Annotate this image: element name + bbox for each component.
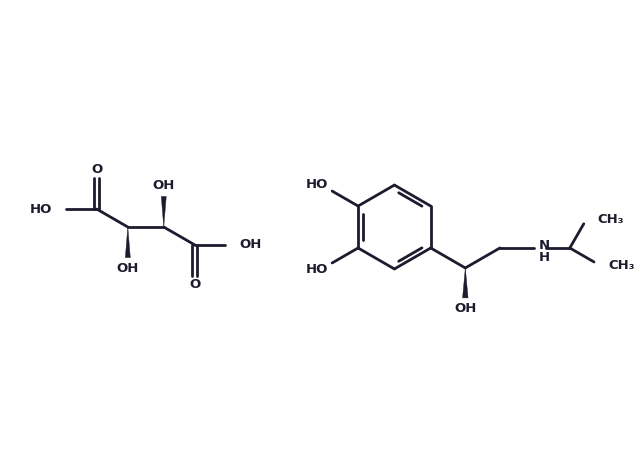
Text: O: O (189, 278, 200, 291)
Text: OH: OH (454, 302, 477, 315)
Text: HO: HO (30, 203, 52, 216)
Text: HO: HO (306, 264, 328, 276)
Text: CH₃: CH₃ (598, 213, 624, 226)
Polygon shape (463, 268, 468, 298)
Text: OH: OH (116, 262, 139, 275)
Text: CH₃: CH₃ (608, 259, 634, 273)
Text: O: O (91, 163, 102, 176)
Text: HO: HO (306, 178, 328, 190)
Polygon shape (125, 227, 131, 258)
Text: OH: OH (239, 238, 262, 251)
Text: H: H (539, 251, 550, 265)
Polygon shape (161, 196, 166, 227)
Text: N: N (539, 240, 550, 252)
Text: OH: OH (152, 179, 175, 192)
